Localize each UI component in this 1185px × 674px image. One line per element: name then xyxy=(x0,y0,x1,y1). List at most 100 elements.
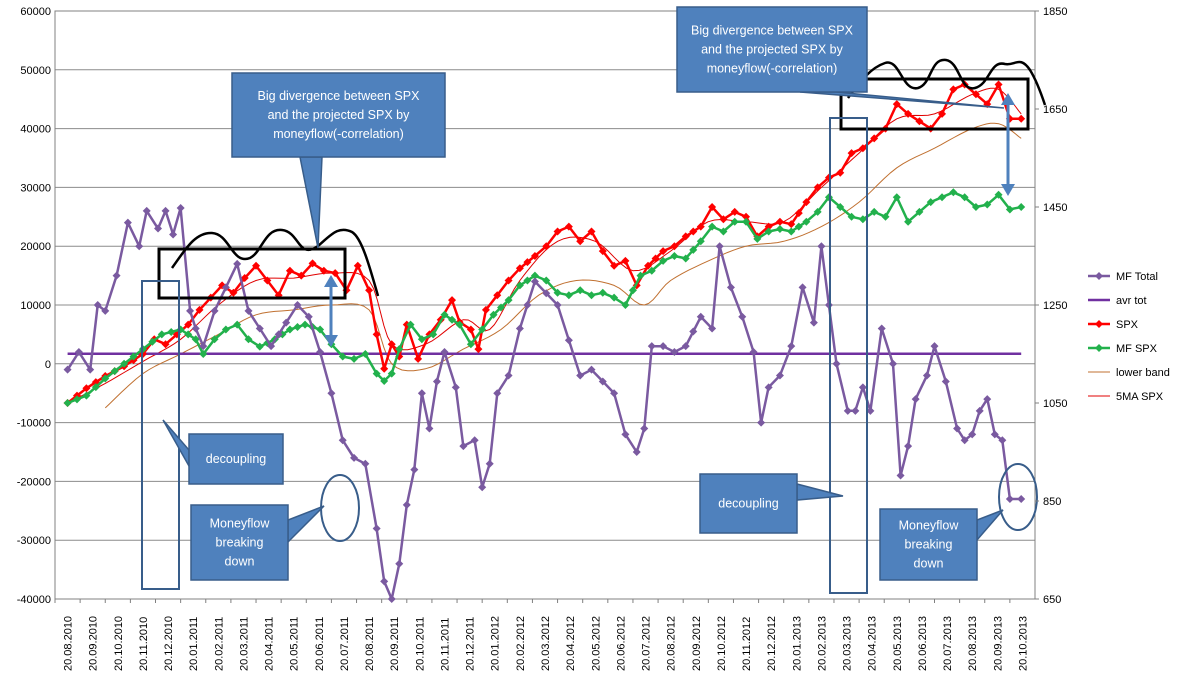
data-point xyxy=(414,354,423,363)
data-point xyxy=(361,459,370,468)
data-point xyxy=(176,203,185,212)
data-point xyxy=(331,269,340,278)
data-point xyxy=(184,320,193,329)
data-point xyxy=(304,312,313,321)
data-point xyxy=(922,371,931,380)
data-point xyxy=(372,330,381,339)
data-point xyxy=(425,424,434,433)
wave-curve xyxy=(846,58,1047,106)
data-point xyxy=(640,424,649,433)
callout-pointer xyxy=(976,509,1004,543)
legend-label: 5MA SPX xyxy=(1116,391,1164,403)
callout-pointer xyxy=(796,483,844,501)
data-point xyxy=(787,220,796,229)
series-layer xyxy=(63,80,1026,603)
y-right-tick-label: 850 xyxy=(1043,496,1061,508)
x-tick-label: 20.03.2012 xyxy=(540,616,552,671)
x-tick-label: 20.10.2010 xyxy=(113,616,125,671)
legend-marker xyxy=(1095,272,1103,280)
data-point xyxy=(889,359,898,368)
legend-label: MF SPX xyxy=(1116,343,1158,355)
data-point xyxy=(101,374,110,383)
data-point xyxy=(380,577,389,586)
data-point xyxy=(930,342,939,351)
data-point xyxy=(481,305,490,314)
data-point xyxy=(708,203,717,211)
data-point xyxy=(372,524,381,533)
data-point xyxy=(353,261,362,270)
callout-text: decoupling xyxy=(718,497,779,511)
highlight-box xyxy=(839,77,1030,131)
data-point xyxy=(515,281,524,290)
x-tick-label: 20.03.2011 xyxy=(238,617,250,671)
data-point xyxy=(983,395,992,404)
y-right-tick-label: 650 xyxy=(1043,594,1061,606)
data-point xyxy=(542,242,551,251)
callout-text: Moneyflow xyxy=(210,517,271,531)
x-tick-label: 20.04.2012 xyxy=(565,616,577,671)
data-point xyxy=(802,217,811,226)
data-point xyxy=(621,256,630,265)
data-point xyxy=(749,348,758,357)
data-point xyxy=(587,365,596,374)
data-point xyxy=(285,325,294,334)
callout-text: Big divergence between SPX xyxy=(691,24,854,38)
x-tick-label: 20.08.2010 xyxy=(63,616,75,671)
decoupling-box xyxy=(829,117,868,594)
callout-box xyxy=(699,473,798,534)
callout: Moneyflow breaking down xyxy=(879,508,1004,581)
x-tick-label: 20.10.2011 xyxy=(414,617,426,671)
data-point xyxy=(681,232,690,241)
arrowhead-icon xyxy=(1001,184,1015,196)
data-point xyxy=(787,342,796,351)
data-point xyxy=(429,330,438,339)
data-point xyxy=(161,340,170,349)
y-left-tick-label: 10000 xyxy=(20,300,51,312)
data-point xyxy=(470,436,479,445)
data-point xyxy=(598,288,607,297)
data-point xyxy=(564,336,573,345)
data-point xyxy=(530,252,539,260)
x-tick-label: 20.07.2011 xyxy=(339,617,351,671)
data-point xyxy=(191,324,200,333)
callout-text: Big divergence between SPX xyxy=(258,89,421,103)
data-point xyxy=(478,483,487,492)
data-point xyxy=(372,369,381,378)
series-line-mf-total xyxy=(66,206,1022,601)
data-point xyxy=(647,266,656,275)
data-point xyxy=(564,222,573,231)
data-point xyxy=(387,340,396,349)
data-point xyxy=(847,212,856,221)
data-point xyxy=(764,222,773,231)
callout-text: and the projected SPX by xyxy=(268,108,411,122)
axes: -40000 -30000 -20000 -10000 0 10000 20000 30000… xyxy=(17,6,1068,671)
data-point xyxy=(191,335,200,344)
data-point xyxy=(587,227,596,236)
data-point xyxy=(621,430,630,439)
legend: MF Total avr tot SPX MF SPX lower band 5MA SP… xyxy=(1088,271,1170,403)
data-point xyxy=(938,193,947,202)
data-point xyxy=(802,198,811,207)
data-point xyxy=(813,183,822,192)
data-point xyxy=(135,242,144,251)
data-point xyxy=(244,335,253,344)
x-tick-label: 20.07.2013 xyxy=(942,616,954,671)
data-point xyxy=(142,206,151,215)
data-point xyxy=(742,212,751,221)
decoupling-box xyxy=(141,280,180,590)
data-point xyxy=(293,301,302,309)
data-point xyxy=(794,209,803,218)
arrowhead-icon xyxy=(1001,93,1015,105)
data-point xyxy=(530,277,539,286)
data-point xyxy=(847,149,856,158)
data-point xyxy=(504,296,513,305)
data-point xyxy=(636,271,645,280)
legend-label: lower band xyxy=(1116,367,1170,379)
data-point xyxy=(870,134,879,143)
data-point xyxy=(542,289,551,298)
data-point xyxy=(282,318,291,327)
callout: Big divergence between SPX and the projec… xyxy=(231,72,446,249)
legend-label: MF Total xyxy=(1116,271,1158,283)
x-tick-label: 20.05.2011 xyxy=(289,617,301,671)
data-point xyxy=(715,242,724,251)
